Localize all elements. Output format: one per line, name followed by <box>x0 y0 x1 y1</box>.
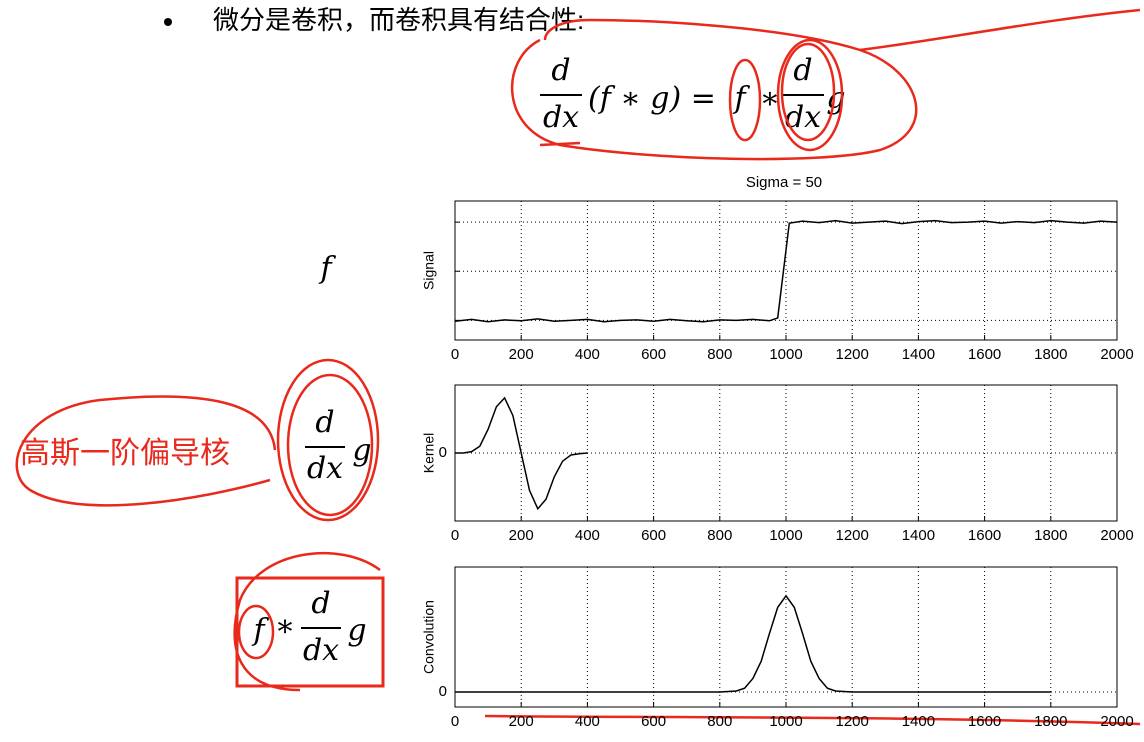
x-tick-label: 1800 <box>1034 527 1067 544</box>
x-tick-label: 600 <box>641 527 666 544</box>
x-tick-label: 1600 <box>968 527 1001 544</box>
x-tick-label: 0 <box>451 527 459 544</box>
y-axis-label: Signal <box>421 251 437 290</box>
scribble <box>539 141 581 147</box>
x-tick-label: 1000 <box>769 527 802 544</box>
x-tick-label: 400 <box>575 713 600 730</box>
scribble <box>237 604 275 660</box>
x-tick-label: 400 <box>575 346 600 363</box>
x-tick-label: 0 <box>451 713 459 730</box>
x-tick-label: 2000 <box>1100 346 1133 363</box>
y-tick-label: 0 <box>439 444 447 461</box>
x-tick-label: 1200 <box>836 527 869 544</box>
x-tick-label: 600 <box>641 346 666 363</box>
formula-text: d <box>315 405 334 440</box>
formula-text: f <box>251 613 269 648</box>
scribble <box>276 358 380 522</box>
y-axis-label: Convolution <box>421 600 437 674</box>
scribble <box>286 373 374 517</box>
formula-text: g <box>352 433 371 468</box>
x-tick-label: 200 <box>509 346 534 363</box>
x-tick-label: 1400 <box>902 527 935 544</box>
formula-text: d <box>551 53 570 88</box>
x-tick-label: 200 <box>509 527 534 544</box>
data-line <box>455 594 1051 693</box>
x-tick-label: 1400 <box>902 346 935 363</box>
x-tick-label: 1400 <box>902 713 935 730</box>
x-tick-label: 800 <box>707 346 732 363</box>
x-tick-label: 1600 <box>968 346 1001 363</box>
x-tick-label: 1000 <box>769 713 802 730</box>
formula-text: dx <box>303 633 339 668</box>
x-tick-label: 400 <box>575 527 600 544</box>
x-tick-label: 2000 <box>1100 527 1133 544</box>
red-annotations <box>15 8 1141 726</box>
x-tick-label: 0 <box>451 346 459 363</box>
scribble <box>728 58 762 142</box>
x-tick-label: 200 <box>509 713 534 730</box>
x-tick-label: 1000 <box>769 346 802 363</box>
formula-text: (f ∗ g) = <box>588 81 716 116</box>
scribble <box>510 18 918 161</box>
data-line <box>454 219 1118 323</box>
formula-text: f <box>318 251 336 286</box>
formula-text: * <box>278 615 293 650</box>
formula-text: g <box>347 613 366 648</box>
formula-text: ∗ <box>760 81 780 116</box>
x-tick-label: 800 <box>707 527 732 544</box>
x-tick-label: 2000 <box>1100 713 1133 730</box>
x-tick-label: 1800 <box>1034 346 1067 363</box>
x-tick-label: 600 <box>641 713 666 730</box>
x-tick-label: 1200 <box>836 713 869 730</box>
scribble <box>15 395 277 507</box>
highlight-box <box>235 576 385 688</box>
x-tick-label: 1200 <box>836 346 869 363</box>
formula-text: dx <box>307 451 343 486</box>
formula-text: dx <box>785 100 821 135</box>
annotation-text: 高斯一阶偏导核 <box>20 437 230 470</box>
scribble <box>780 42 836 142</box>
formula-text: d <box>311 586 330 621</box>
formula-text: f <box>732 81 750 116</box>
bullet-dot <box>164 18 172 26</box>
scribble <box>859 8 1141 52</box>
formula-text: d <box>793 53 812 88</box>
x-tick-label: 800 <box>707 713 732 730</box>
y-tick-label: 0 <box>439 683 447 700</box>
y-axis-label: Kernel <box>421 433 437 473</box>
x-tick-label: 1600 <box>968 713 1001 730</box>
scribble <box>484 714 1141 726</box>
chart-title: Sigma = 50 <box>746 174 822 191</box>
scribble <box>233 551 381 692</box>
bullet-text: 微分是卷积，而卷积具有结合性: <box>213 5 584 35</box>
formula-text: dx <box>543 100 579 135</box>
data-line <box>455 396 588 511</box>
scribble <box>776 38 844 152</box>
x-tick-label: 1800 <box>1034 713 1067 730</box>
